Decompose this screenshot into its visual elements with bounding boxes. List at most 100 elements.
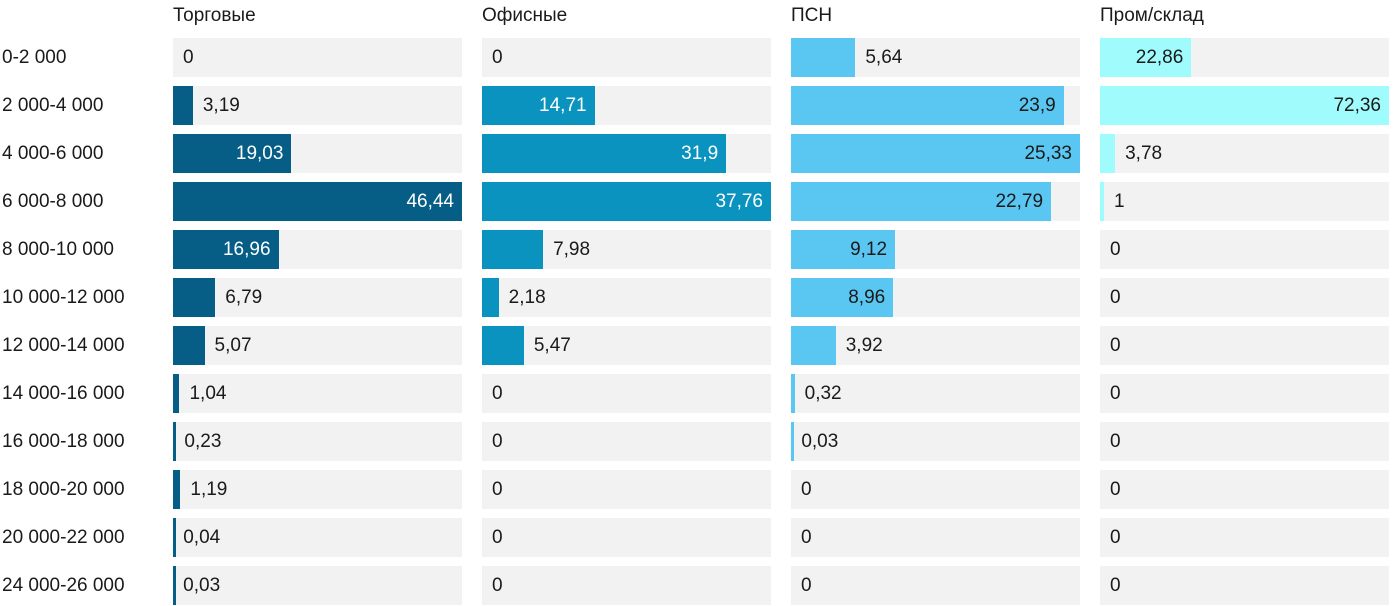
category-label: 10 000-12 000 xyxy=(2,287,125,308)
chart-row: 10 000-12 000 6,79 2,18 8,96 0 xyxy=(0,278,1389,326)
value-label: 25,33 xyxy=(1024,142,1072,164)
value-label: 0 xyxy=(1110,574,1121,596)
bar-track: 1,04 xyxy=(173,374,462,413)
bar: 22,79 xyxy=(791,182,1052,221)
bar-track: 0 xyxy=(1100,422,1389,461)
value-label: 0 xyxy=(1110,334,1121,356)
value-label: 0,03 xyxy=(183,574,221,596)
bar xyxy=(791,38,856,77)
chart-row: 6 000-8 000 46,44 37,76 22,79 1 xyxy=(0,182,1389,230)
category-label: 4 000-6 000 xyxy=(2,143,104,164)
bar-track: 72,36 xyxy=(1100,86,1389,125)
bar xyxy=(173,374,180,413)
value-label: 0 xyxy=(492,46,503,68)
column-header-1: Торговые xyxy=(173,5,256,26)
bar: 31,9 xyxy=(482,134,727,173)
bar-track: 0 xyxy=(482,566,771,605)
value-label: 3,19 xyxy=(202,94,240,116)
column-header-2: Офисные xyxy=(482,5,568,26)
bar-track: 0 xyxy=(1100,374,1389,413)
bar: 23,9 xyxy=(791,86,1064,125)
bar xyxy=(173,86,193,125)
value-label: 0 xyxy=(492,526,503,548)
value-label: 0 xyxy=(1110,478,1121,500)
value-label: 3,92 xyxy=(845,334,883,356)
bar-track: 0,32 xyxy=(791,374,1080,413)
bar-track: 5,64 xyxy=(791,38,1080,77)
bar xyxy=(482,230,544,269)
value-label: 31,9 xyxy=(681,142,719,164)
value-label: 46,44 xyxy=(406,190,454,212)
value-label: 7,98 xyxy=(553,238,591,260)
bar-track: 0 xyxy=(173,38,462,77)
bar: 22,86 xyxy=(1100,38,1192,77)
chart-row: 2 000-4 000 3,19 14,71 23,9 72,36 xyxy=(0,86,1389,134)
bar-track: 0,03 xyxy=(173,566,462,605)
bar: 14,71 xyxy=(482,86,595,125)
bar-track: 5,47 xyxy=(482,326,771,365)
bar: 9,12 xyxy=(791,230,896,269)
chart-row: 8 000-10 000 16,96 7,98 9,12 0 xyxy=(0,230,1389,278)
value-label: 0 xyxy=(492,382,503,404)
bar-track: 22,79 xyxy=(791,182,1080,221)
value-label: 0 xyxy=(1110,526,1121,548)
category-label: 8 000-10 000 xyxy=(2,239,114,260)
bar-track: 0 xyxy=(1100,470,1389,509)
value-label: 6,79 xyxy=(225,286,263,308)
bar: 46,44 xyxy=(173,182,462,221)
bar xyxy=(791,326,836,365)
chart-row: 24 000-26 000 0,03 0 0 0 xyxy=(0,566,1389,606)
value-label: 0 xyxy=(801,574,812,596)
value-label: 22,86 xyxy=(1135,46,1184,68)
bar-track: 0 xyxy=(1100,326,1389,365)
bar-track: 3,92 xyxy=(791,326,1080,365)
value-label: 9,12 xyxy=(850,238,888,260)
bar-track: 0 xyxy=(1100,230,1389,269)
bar-track: 0 xyxy=(791,518,1080,557)
bar-track: 14,71 xyxy=(482,86,771,125)
bar xyxy=(482,278,499,317)
value-label: 0,03 xyxy=(801,430,839,452)
value-label: 2,18 xyxy=(508,286,546,308)
chart-row: 14 000-16 000 1,04 0 0,32 0 xyxy=(0,374,1389,422)
value-label: 0 xyxy=(183,46,194,68)
bar-track: 9,12 xyxy=(791,230,1080,269)
value-label: 0 xyxy=(492,478,503,500)
bar-track: 0 xyxy=(482,422,771,461)
chart-rows: 0-2 000 0 0 5,64 22,86 2 000-4 000 3,19 14,71 23… xyxy=(0,38,1389,606)
bar-track: 0,04 xyxy=(173,518,462,557)
chart-row: 0-2 000 0 0 5,64 22,86 xyxy=(0,38,1389,86)
value-label: 0 xyxy=(492,430,503,452)
value-label: 5,64 xyxy=(865,46,903,68)
bar xyxy=(173,278,216,317)
chart-row: 16 000-18 000 0,23 0 0,03 0 xyxy=(0,422,1389,470)
value-label: 0,23 xyxy=(184,430,222,452)
value-label: 0,04 xyxy=(183,526,221,548)
bar-track: 3,19 xyxy=(173,86,462,125)
bar xyxy=(173,566,176,605)
category-label: 0-2 000 xyxy=(2,47,67,68)
bar: 8,96 xyxy=(791,278,894,317)
bar-track: 0,23 xyxy=(173,422,462,461)
bar-track: 16,96 xyxy=(173,230,462,269)
bar-track: 0 xyxy=(1100,566,1389,605)
bar xyxy=(791,422,794,461)
chart-row: 12 000-14 000 5,07 5,47 3,92 0 xyxy=(0,326,1389,374)
bar xyxy=(482,326,524,365)
value-label: 0 xyxy=(801,526,812,548)
value-label: 1 xyxy=(1113,190,1125,212)
bar-track: 1 xyxy=(1100,182,1389,221)
bar-track: 2,18 xyxy=(482,278,771,317)
chart-row: 4 000-6 000 19,03 31,9 25,33 3,78 xyxy=(0,134,1389,182)
bar-track: 0 xyxy=(791,566,1080,605)
category-label: 18 000-20 000 xyxy=(2,479,125,500)
bar-track: 3,78 xyxy=(1100,134,1389,173)
chart-row: 18 000-20 000 1,19 0 0 0 xyxy=(0,470,1389,518)
value-label: 72,36 xyxy=(1333,94,1381,116)
chart-row: 20 000-22 000 0,04 0 0 0 xyxy=(0,518,1389,566)
bar-track: 31,9 xyxy=(482,134,771,173)
bar xyxy=(173,422,176,461)
bar-track: 0 xyxy=(482,374,771,413)
bar-track: 0 xyxy=(482,38,771,77)
